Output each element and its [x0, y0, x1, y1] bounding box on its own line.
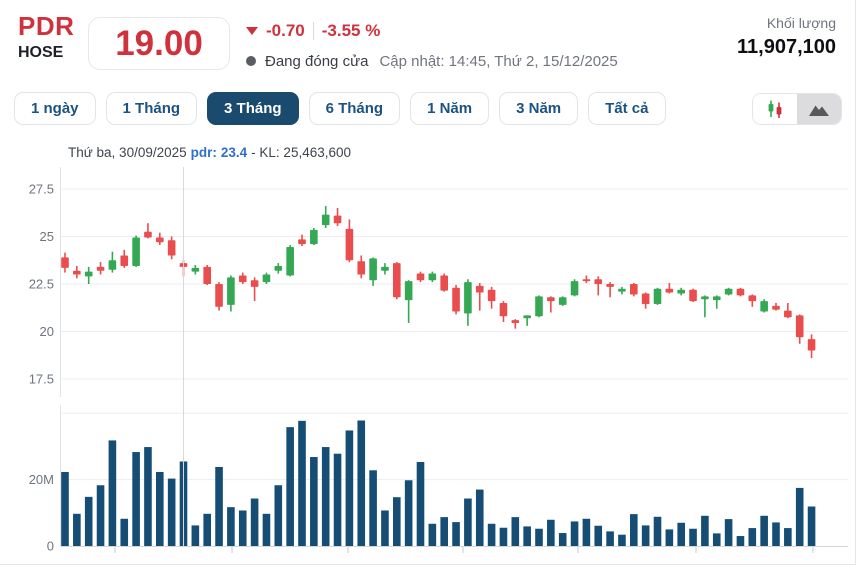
svg-text:0: 0 [47, 539, 54, 554]
current-price: 19.00 [115, 23, 203, 63]
tooltip-price: 23.4 [220, 145, 248, 160]
tab-1-nam[interactable]: 1 Năm [410, 92, 490, 125]
tab-3-thang[interactable]: 3 Tháng [207, 92, 299, 125]
svg-text:20M: 20M [29, 472, 54, 487]
price-box: 19.00 [88, 17, 230, 70]
chart-type-area-button[interactable] [797, 94, 841, 124]
tab-3-nam[interactable]: 3 Năm [499, 92, 579, 125]
volume-summary: Khối lượng 11,907,100 [737, 14, 836, 60]
exchange-name: HOSE [18, 44, 64, 61]
candlestick-series [61, 206, 816, 359]
change-block: -0.70 -3.55 % Đang đóng cửa Cập nhật: 14… [246, 20, 618, 71]
volume-label: Khối lượng [766, 15, 836, 31]
price-change-row: -0.70 -3.55 % [246, 20, 618, 42]
svg-text:17.5: 17.5 [29, 372, 54, 387]
period-tabs: 1 ngày 1 Tháng 3 Tháng 6 Tháng 1 Năm 3 N… [14, 92, 666, 125]
tab-6-thang[interactable]: 6 Tháng [308, 92, 401, 125]
chart-type-toggle [752, 93, 842, 125]
market-status-row: Đang đóng cửa Cập nhật: 14:45, Thứ 2, 15… [246, 51, 618, 71]
svg-text:20: 20 [40, 324, 54, 339]
chart-axis-labels: 27.5 25 22.5 20 17.5 20M 0 [29, 182, 54, 554]
header: PDR HOSE 19.00 -0.70 -3.55 % Đang đóng c… [0, 0, 855, 88]
market-status: Đang đóng cửa [265, 52, 369, 70]
svg-text:25: 25 [40, 229, 54, 244]
arrow-down-icon [246, 27, 258, 35]
price-change-percent: -3.55 % [321, 21, 381, 40]
tooltip-volume: - KL: 25,463,600 [251, 145, 351, 160]
price-volume-chart[interactable]: 27.5 25 22.5 20 17.5 20M 0 [0, 140, 856, 565]
status-dot-icon [246, 56, 256, 66]
chart-tooltip: Thứ ba, 30/09/2025 pdr: 23.4- KL: 25,463,6… [68, 145, 351, 160]
svg-text:22.5: 22.5 [29, 277, 54, 292]
volume-series [61, 420, 816, 546]
tab-1-thang[interactable]: 1 Tháng [105, 92, 198, 125]
tab-1-ngay[interactable]: 1 ngày [14, 92, 96, 125]
last-updated: Cập nhật: 14:45, Thứ 2, 15/12/2025 [379, 52, 618, 70]
chart-type-candlestick-button[interactable] [753, 94, 797, 124]
ticker-block: PDR HOSE [18, 12, 74, 64]
volume-value: 11,907,100 [737, 36, 836, 58]
divider [312, 22, 314, 40]
chart-gridlines [60, 167, 848, 553]
svg-text:27.5: 27.5 [29, 182, 54, 197]
tooltip-symbol: pdr: [190, 145, 217, 160]
tooltip-date: Thứ ba, 30/09/2025 [68, 145, 187, 160]
mountain-area-icon [809, 105, 829, 116]
candlestick-icon [768, 100, 782, 118]
tab-tat-ca[interactable]: Tất cả [588, 92, 666, 125]
ticker-symbol: PDR [18, 11, 75, 41]
price-change: -0.70 [266, 21, 305, 40]
